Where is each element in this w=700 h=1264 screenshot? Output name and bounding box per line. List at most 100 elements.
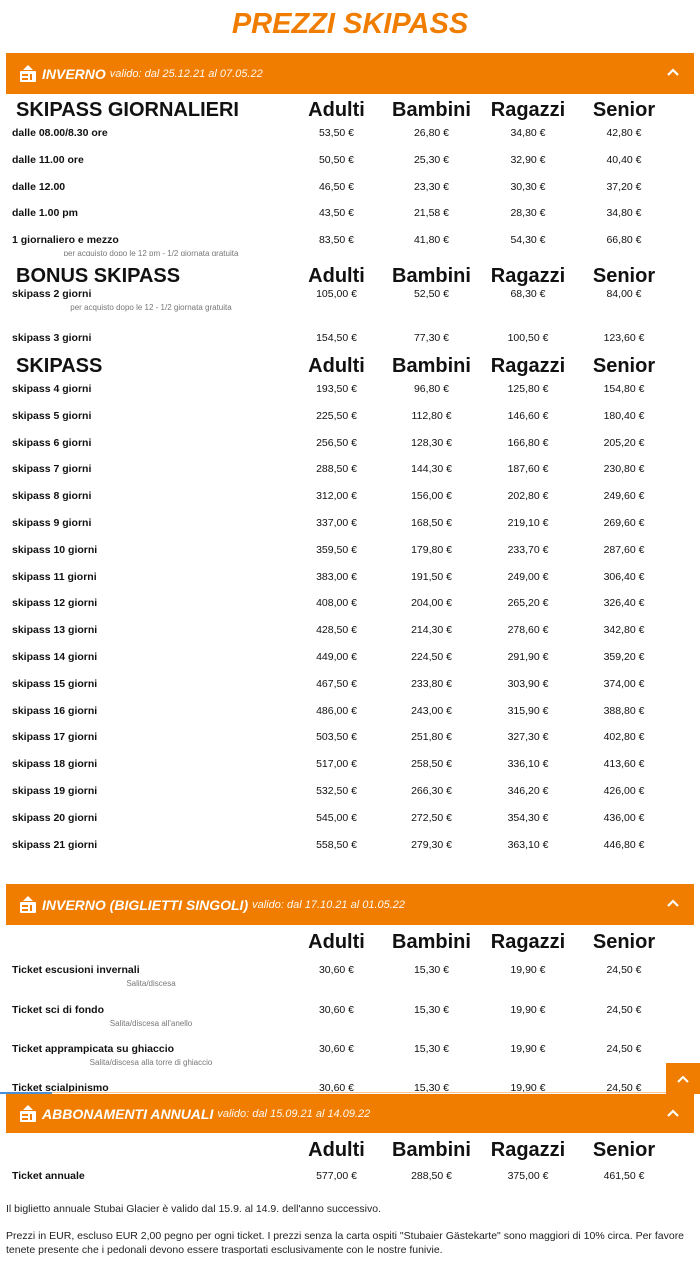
row-label-text: skipass 20 giorni bbox=[12, 811, 98, 824]
price-senior: 446,80 € bbox=[603, 838, 645, 851]
price-ragazzi: 303,90 € bbox=[507, 677, 549, 690]
price-ragazzi: 315,90 € bbox=[507, 704, 549, 717]
column-header: Adulti bbox=[308, 931, 365, 953]
price-senior: 326,40 € bbox=[603, 597, 645, 610]
price-senior: 306,40 € bbox=[603, 570, 645, 583]
table-row: skipass 17 giorni 503,50 € 251,80 € 327,30 … bbox=[0, 726, 700, 753]
price-senior: 123,60 € bbox=[603, 332, 645, 344]
column-header: Senior bbox=[592, 265, 656, 287]
row-label-text: skipass 4 giorni bbox=[12, 383, 92, 395]
price-senior: 359,20 € bbox=[603, 650, 645, 663]
row-label-text: skipass 10 giorni bbox=[12, 543, 98, 556]
row-label-text: dalle 08.00/8.30 ore bbox=[12, 127, 108, 139]
row-label: skipass 14 giorni bbox=[12, 651, 290, 663]
column-header: Ragazzi bbox=[490, 355, 566, 377]
price-bambini: 21,58 € bbox=[413, 207, 450, 220]
row-label: Ticket scialpinismo bbox=[12, 1082, 290, 1094]
section-header-singoli[interactable]: INVERNO (BIGLIETTI SINGOLI) valido: dal 1… bbox=[6, 884, 694, 925]
column-header: Senior bbox=[592, 355, 656, 377]
row-label-text: Ticket annuale bbox=[12, 1170, 85, 1182]
page-title: PREZZI SKIPASS bbox=[231, 8, 469, 40]
table-row: skipass 6 giorni 256,50 € 128,30 € 166,80 €… bbox=[0, 432, 700, 459]
price-senior: 205,20 € bbox=[603, 436, 645, 449]
row-label: skipass 8 giorni bbox=[12, 490, 290, 502]
table-bonus: BONUS SKIPASS Adulti Bambini Ragazzi Senior s… bbox=[0, 264, 700, 347]
price-adulti: 50,50 € bbox=[318, 153, 355, 166]
price-ragazzi: 291,90 € bbox=[507, 650, 549, 663]
table-row: skipass 3 giorniab 12.00 Uhr 3 1/2 Tage … bbox=[0, 327, 700, 347]
row-label-text: skipass 17 giorni bbox=[12, 731, 98, 744]
chevron-up-icon[interactable] bbox=[664, 63, 682, 81]
price-adulti: 408,00 € bbox=[316, 597, 357, 610]
price-ragazzi: 19,90 € bbox=[510, 1004, 546, 1016]
column-header: Ragazzi bbox=[490, 931, 566, 953]
column-header: Bambini bbox=[392, 99, 471, 121]
row-label-text: Ticket scialpinismo bbox=[12, 1082, 109, 1094]
row-sublabel: per acquisto dopo le 12 pm - 1/2 giornat… bbox=[63, 249, 239, 256]
row-label-text: dalle 11.00 ore bbox=[12, 153, 84, 166]
row-label-text: skipass 13 giorni bbox=[12, 624, 98, 637]
price-ragazzi: 187,60 € bbox=[507, 463, 549, 476]
price-senior: 436,00 € bbox=[603, 811, 645, 824]
row-label-text: skipass 21 giorni bbox=[12, 838, 98, 851]
price-senior: 84,00 € bbox=[606, 288, 642, 300]
price-adulti: 225,50 € bbox=[316, 409, 357, 422]
price-senior: 24,50 € bbox=[606, 1004, 642, 1016]
table-row: skipass 14 giorni 449,00 € 224,50 € 291,90 … bbox=[0, 646, 700, 673]
price-adulti: 43,50 € bbox=[318, 207, 355, 220]
row-sublabel: Salita/discesa bbox=[126, 979, 176, 988]
price-bambini: 279,30 € bbox=[411, 838, 452, 851]
row-label-text: skipass 11 giorni bbox=[12, 570, 97, 583]
column-header-row: SKIPASS GIORNALIERI Adulti Bambini Ragazzi S… bbox=[0, 98, 700, 122]
row-label-text: skipass 14 giorni bbox=[12, 650, 98, 663]
price-ragazzi: 346,20 € bbox=[507, 784, 549, 797]
ticket-icon bbox=[20, 895, 36, 913]
row-sublabel: Salita/discesa alla torre di ghiaccio bbox=[89, 1058, 213, 1067]
row-label: skipass 21 giorni bbox=[12, 839, 290, 851]
price-adulti: 256,50 € bbox=[316, 436, 357, 449]
price-ragazzi: 32,90 € bbox=[510, 153, 546, 166]
price-senior: 37,20 € bbox=[606, 180, 642, 193]
table-row: skipass 4 giorni 193,50 € 96,80 € 125,80 € 1… bbox=[0, 378, 700, 405]
row-label: Ticket sci di fondo Salita/discesa all'an… bbox=[12, 1004, 290, 1028]
row-label-text: skipass 19 giorni bbox=[12, 784, 98, 797]
column-header: Bambini bbox=[392, 1139, 471, 1161]
column-header: Ragazzi bbox=[490, 99, 566, 121]
row-label-text: skipass 3 giorni bbox=[12, 332, 92, 344]
row-label-text: skipass 9 giorni bbox=[12, 516, 92, 529]
price-ragazzi: 125,80 € bbox=[507, 383, 549, 395]
table-heading: BONUS SKIPASS bbox=[16, 265, 181, 287]
price-adulti: 486,00 € bbox=[316, 704, 357, 717]
price-senior: 342,80 € bbox=[603, 624, 645, 637]
price-bambini: 15,30 € bbox=[413, 1004, 450, 1016]
table-row: skipass 8 giorni 312,00 € 156,00 € 202,80 €… bbox=[0, 485, 700, 512]
price-adulti: 503,50 € bbox=[316, 731, 357, 744]
table-row: skipass 16 giorni 486,00 € 243,00 € 315,90 … bbox=[0, 700, 700, 727]
price-ragazzi: 265,20 € bbox=[507, 597, 549, 610]
row-label: skipass 10 giorni bbox=[12, 544, 290, 556]
price-ragazzi: 219,10 € bbox=[507, 516, 549, 529]
price-ragazzi: 354,30 € bbox=[507, 811, 549, 824]
table-row: dalle 08.00/8.30 ore 53,50 € 26,80 € 34,80 … bbox=[0, 122, 700, 149]
price-adulti: 288,50 € bbox=[316, 463, 357, 476]
price-adulti: 449,00 € bbox=[316, 650, 357, 663]
section-header-annuali[interactable]: ABBONAMENTI ANNUALI valido: dal 15.09.21 … bbox=[6, 1094, 694, 1133]
price-bambini: 26,80 € bbox=[413, 127, 450, 139]
row-label: skipass 13 giorni bbox=[12, 624, 290, 636]
table-row: skipass 2 giorni per acquisto dopo le 12 … bbox=[0, 288, 700, 327]
row-label: skipass 6 giorni bbox=[12, 437, 290, 449]
chevron-up-icon[interactable] bbox=[664, 1104, 682, 1122]
column-header: Adulti bbox=[308, 1139, 365, 1161]
row-label: skipass 16 giorni bbox=[12, 705, 290, 717]
row-label-text: Ticket escusioni invernali bbox=[12, 964, 140, 976]
price-senior: 388,80 € bbox=[603, 704, 645, 717]
price-bambini: 224,50 € bbox=[411, 650, 452, 663]
section-validity: valido: dal 15.09.21 al 14.09.22 bbox=[217, 1107, 371, 1120]
scroll-to-top-button[interactable] bbox=[666, 1063, 700, 1094]
price-bambini: 168,50 € bbox=[411, 516, 452, 529]
section-header-inverno[interactable]: INVERNO valido: dal 25.12.21 al 07.05.22 bbox=[6, 53, 694, 94]
price-ragazzi: 19,90 € bbox=[510, 1043, 546, 1055]
chevron-up-icon[interactable] bbox=[664, 894, 682, 912]
price-senior: 249,60 € bbox=[603, 490, 645, 503]
price-adulti: 337,00 € bbox=[316, 516, 357, 529]
